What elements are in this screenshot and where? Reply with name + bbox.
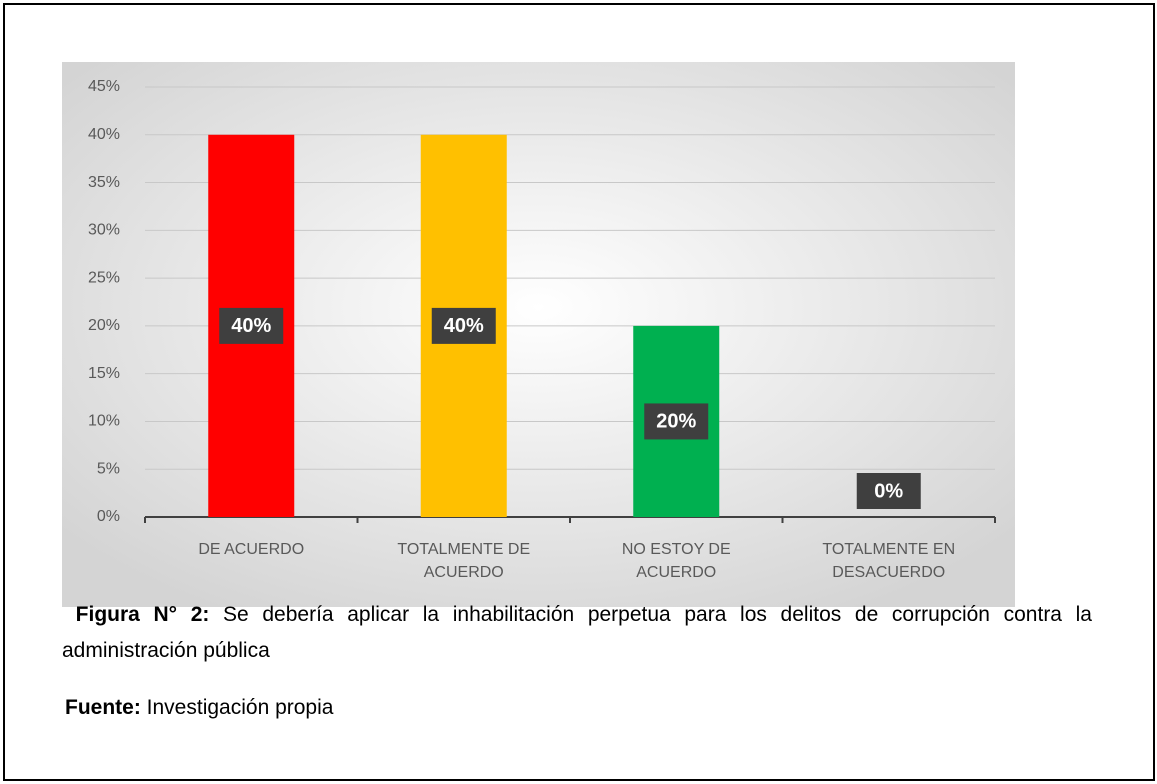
value-label: 40% — [231, 315, 271, 337]
caption-label: Figura N° 2: — [75, 603, 210, 626]
value-label: 40% — [444, 315, 484, 337]
x-tick-label: TOTALMENTE DE ACUERDO — [397, 541, 531, 581]
value-label: 0% — [874, 480, 903, 502]
source-text: Investigación propia — [146, 696, 334, 719]
y-tick-label: 30% — [88, 222, 120, 239]
x-tick-label: TOTALMENTE EN DESACUERDO — [822, 541, 956, 581]
y-tick-label: 45% — [88, 78, 120, 95]
source: Fuente: Investigación propia — [65, 696, 333, 720]
source-label: Fuente: — [65, 696, 141, 719]
chart-background — [62, 62, 1015, 607]
y-tick-label: 0% — [97, 508, 120, 525]
caption-text: Se debería aplicar la inhabilitación per… — [62, 603, 1092, 662]
value-label: 20% — [656, 411, 696, 433]
y-tick-label: 40% — [88, 126, 120, 143]
y-tick-label: 25% — [88, 269, 120, 286]
y-tick-label: 15% — [88, 365, 120, 382]
frame — [3, 3, 1155, 781]
x-tick-label: DE ACUERDO — [198, 541, 305, 558]
value-label-box — [219, 307, 284, 344]
y-tick-label: 10% — [88, 413, 120, 430]
y-tick-label: 5% — [97, 460, 120, 477]
y-tick-label: 20% — [88, 317, 120, 334]
y-tick-label: 35% — [88, 174, 120, 191]
value-label-box — [644, 403, 709, 440]
x-tick-label: NO ESTOY DE ACUERDO — [621, 541, 731, 581]
value-label-box — [856, 473, 921, 509]
value-label-box — [431, 307, 496, 344]
caption: Figura N° 2: Se debería aplicar la inhab… — [62, 597, 1092, 669]
